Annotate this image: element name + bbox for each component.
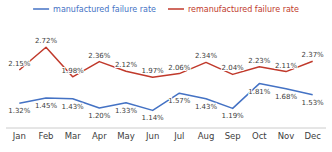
x-tick-label: Sep bbox=[225, 131, 241, 141]
data-label: 2.37% bbox=[302, 51, 325, 59]
x-tick-label: Nov bbox=[278, 131, 295, 141]
x-tick-label: May bbox=[117, 131, 135, 141]
x-tick-label: Mar bbox=[65, 131, 82, 141]
legend: manufactured failure rate remanufactured … bbox=[33, 5, 299, 14]
legend-item: remanufactured failure rate bbox=[168, 5, 299, 14]
chart: Jan Feb Mar Apr May Jun Jul Aug Sep Oct Nov Dec 1.32… bbox=[0, 0, 332, 152]
data-label: 2.04% bbox=[222, 64, 245, 72]
data-label: 2.72% bbox=[35, 37, 58, 45]
data-label: 1.43% bbox=[62, 103, 85, 111]
data-label: 1.32% bbox=[8, 107, 31, 115]
x-tick-label: Dec bbox=[304, 131, 321, 141]
x-tick-label: Apr bbox=[92, 131, 107, 141]
data-label: 2.23% bbox=[248, 57, 271, 65]
x-tick-label: Jun bbox=[145, 131, 159, 141]
plot-lines bbox=[19, 47, 312, 110]
x-axis-line bbox=[6, 128, 326, 129]
x-tick-label: Oct bbox=[252, 131, 267, 141]
legend-swatch bbox=[33, 8, 49, 10]
data-label: 2.12% bbox=[115, 61, 138, 69]
legend-item: manufactured failure rate bbox=[33, 5, 156, 14]
data-label: 1.19% bbox=[222, 112, 245, 120]
data-label: 1.97% bbox=[142, 67, 165, 75]
data-label: 2.11% bbox=[275, 62, 298, 70]
legend-label: remanufactured failure rate bbox=[188, 5, 299, 14]
data-label: 2.34% bbox=[195, 52, 218, 60]
data-label: 2.36% bbox=[88, 52, 111, 60]
data-label: 1.43% bbox=[195, 103, 218, 111]
x-tick-label: Jan bbox=[12, 131, 26, 141]
data-label: 1.57% bbox=[168, 97, 191, 105]
data-label: 1.14% bbox=[142, 114, 165, 122]
data-label: 1.98% bbox=[62, 67, 85, 75]
data-label: 1.68% bbox=[275, 93, 298, 101]
data-label: 2.06% bbox=[168, 64, 191, 72]
data-label: 1.33% bbox=[115, 107, 138, 115]
legend-label: manufactured failure rate bbox=[53, 5, 156, 14]
x-tick-label: Jul bbox=[173, 131, 184, 141]
series-line bbox=[19, 84, 312, 111]
data-label: 2.15% bbox=[8, 60, 31, 68]
data-label: 1.81% bbox=[248, 88, 271, 96]
x-tick-label: Aug bbox=[198, 131, 215, 141]
data-label: 1.53% bbox=[302, 99, 325, 107]
data-label: 1.20% bbox=[88, 112, 111, 120]
data-label: 1.45% bbox=[35, 102, 58, 110]
legend-swatch bbox=[168, 8, 184, 10]
series-line bbox=[19, 47, 312, 77]
x-tick-label: Feb bbox=[38, 131, 53, 141]
